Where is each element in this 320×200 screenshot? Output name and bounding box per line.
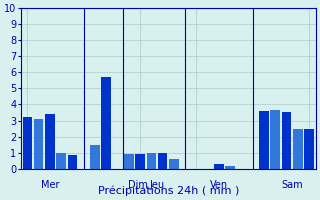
Bar xyxy=(90,145,100,169)
Bar xyxy=(101,77,111,169)
Bar xyxy=(225,166,235,169)
Bar xyxy=(304,129,314,169)
Text: Ven: Ven xyxy=(210,180,228,190)
Bar xyxy=(147,153,156,169)
Bar xyxy=(158,153,167,169)
Text: Dim: Dim xyxy=(128,180,148,190)
Text: Jeu: Jeu xyxy=(149,180,164,190)
Bar xyxy=(34,119,44,169)
X-axis label: Précipitations 24h ( mm ): Précipitations 24h ( mm ) xyxy=(98,185,239,196)
Bar xyxy=(45,114,55,169)
Bar xyxy=(270,110,280,169)
Bar xyxy=(214,164,224,169)
Bar xyxy=(293,129,303,169)
Bar xyxy=(56,153,66,169)
Bar xyxy=(124,154,133,169)
Text: Mer: Mer xyxy=(41,180,59,190)
Bar xyxy=(68,155,77,169)
Bar xyxy=(135,154,145,169)
Bar xyxy=(22,117,32,169)
Bar xyxy=(259,111,269,169)
Text: Sam: Sam xyxy=(281,180,303,190)
Bar xyxy=(169,159,179,169)
Bar xyxy=(282,112,291,169)
